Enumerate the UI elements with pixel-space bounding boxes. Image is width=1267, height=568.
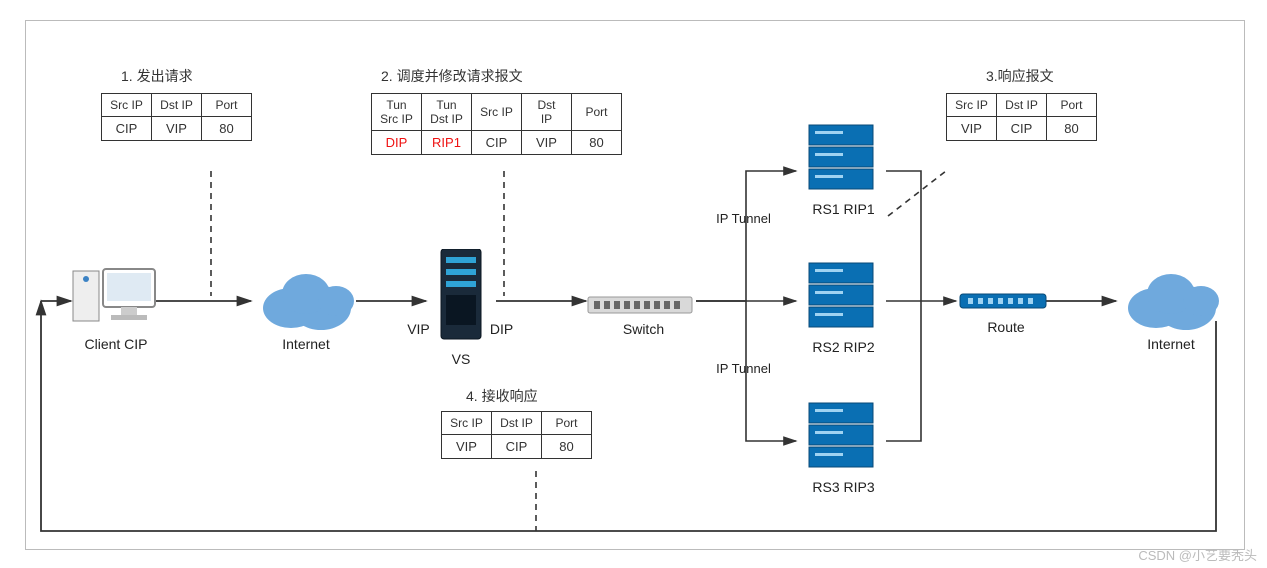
iptunnel-top-label: IP Tunnel [706, 211, 781, 226]
router-icon [956, 286, 1051, 316]
table1: Src IP Dst IP Port CIP VIP 80 [101, 93, 252, 141]
diagram-frame: 1. 发出请求 Src IP Dst IP Port CIP VIP 80 2.… [25, 20, 1245, 550]
rs1-icon [801, 121, 881, 199]
rs1-label: RS1 RIP1 [806, 201, 881, 217]
vs-dip-label: DIP [484, 321, 519, 337]
rs2-icon [801, 259, 881, 337]
table4-title: 4. 接收响应 [466, 386, 538, 406]
table1-title: 1. 发出请求 [121, 66, 193, 86]
switch-icon [586, 291, 696, 321]
rs3-label: RS3 RIP3 [806, 479, 881, 495]
table4: Src IP Dst IP Port VIP CIP 80 [441, 411, 592, 459]
table2: TunSrc IP TunDst IP Src IP DstIP Port DI… [371, 93, 622, 155]
cloud-right-label: Internet [1136, 336, 1206, 352]
cloud-left-label: Internet [271, 336, 341, 352]
router-label: Route [981, 319, 1031, 335]
vs-vip-label: VIP [401, 321, 436, 337]
client-label: Client CIP [76, 336, 156, 352]
watermark: CSDN @小艺要秃头 [1138, 545, 1257, 564]
rs2-label: RS2 RIP2 [806, 339, 881, 355]
table3-title: 3.响应报文 [986, 66, 1054, 86]
iptunnel-bottom-label: IP Tunnel [706, 361, 781, 376]
switch-label: Switch [616, 321, 671, 337]
vs-label: VS [441, 351, 481, 367]
rs3-icon [801, 399, 881, 477]
client-icon [71, 261, 161, 331]
cloud-left-icon [251, 266, 361, 336]
table2-title: 2. 调度并修改请求报文 [381, 66, 523, 86]
vs-icon [431, 249, 491, 349]
cloud-right-icon [1116, 266, 1226, 336]
table3: Src IP Dst IP Port VIP CIP 80 [946, 93, 1097, 141]
